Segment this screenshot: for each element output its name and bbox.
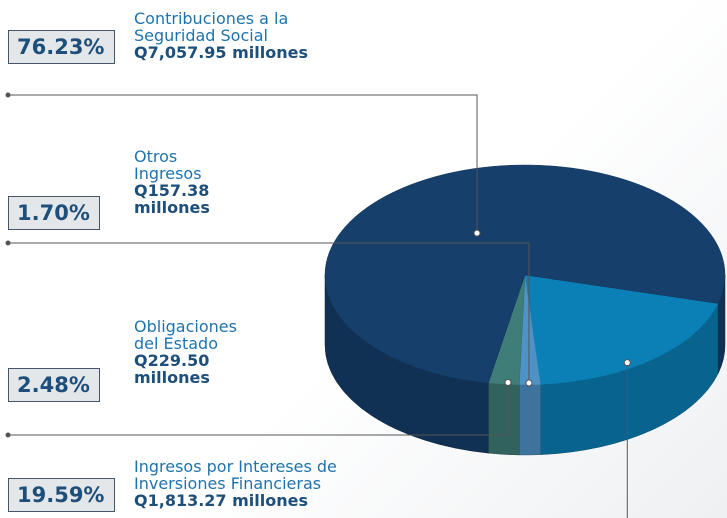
leader-end bbox=[5, 92, 11, 98]
amount-label: Q229.50 millones bbox=[134, 351, 210, 387]
category-name: Otros Ingresos bbox=[134, 147, 202, 183]
category-label: Ingresos por Intereses de Inversiones Fi… bbox=[134, 458, 374, 509]
amount-label: Q1,813.27 millones bbox=[134, 491, 309, 510]
leader-line bbox=[8, 94, 478, 234]
percent-box: 76.23% bbox=[8, 30, 115, 64]
percent-box: 1.70% bbox=[8, 196, 100, 230]
leader-dot bbox=[623, 359, 631, 367]
slice-side bbox=[519, 384, 541, 456]
slice-side bbox=[488, 382, 520, 456]
leader-line bbox=[8, 242, 530, 383]
slice bbox=[524, 274, 719, 385]
category-label: Obligaciones del Estado Q229.50 millones bbox=[134, 318, 264, 386]
leader-end bbox=[5, 240, 11, 246]
amount-label: Q7,057.95 millones bbox=[134, 43, 309, 62]
percent-box: 2.48% bbox=[8, 368, 100, 402]
slice bbox=[324, 164, 726, 384]
category-name: Contribuciones a la Seguridad Social bbox=[134, 9, 289, 45]
category-name: Obligaciones del Estado bbox=[134, 317, 237, 353]
leader-end bbox=[5, 432, 11, 438]
amount-label: Q157.38 millones bbox=[134, 181, 210, 217]
leader-dot bbox=[504, 379, 512, 387]
leader-line bbox=[8, 382, 509, 436]
category-label: Otros Ingresos Q157.38 millones bbox=[134, 148, 224, 216]
category-name: Ingresos por Intereses de Inversiones Fi… bbox=[134, 457, 337, 493]
leader-dot bbox=[525, 379, 533, 387]
category-label: Contribuciones a la Seguridad Social Q7,0… bbox=[134, 10, 374, 61]
percent-box: 19.59% bbox=[8, 478, 115, 512]
leader-dot bbox=[473, 229, 481, 237]
